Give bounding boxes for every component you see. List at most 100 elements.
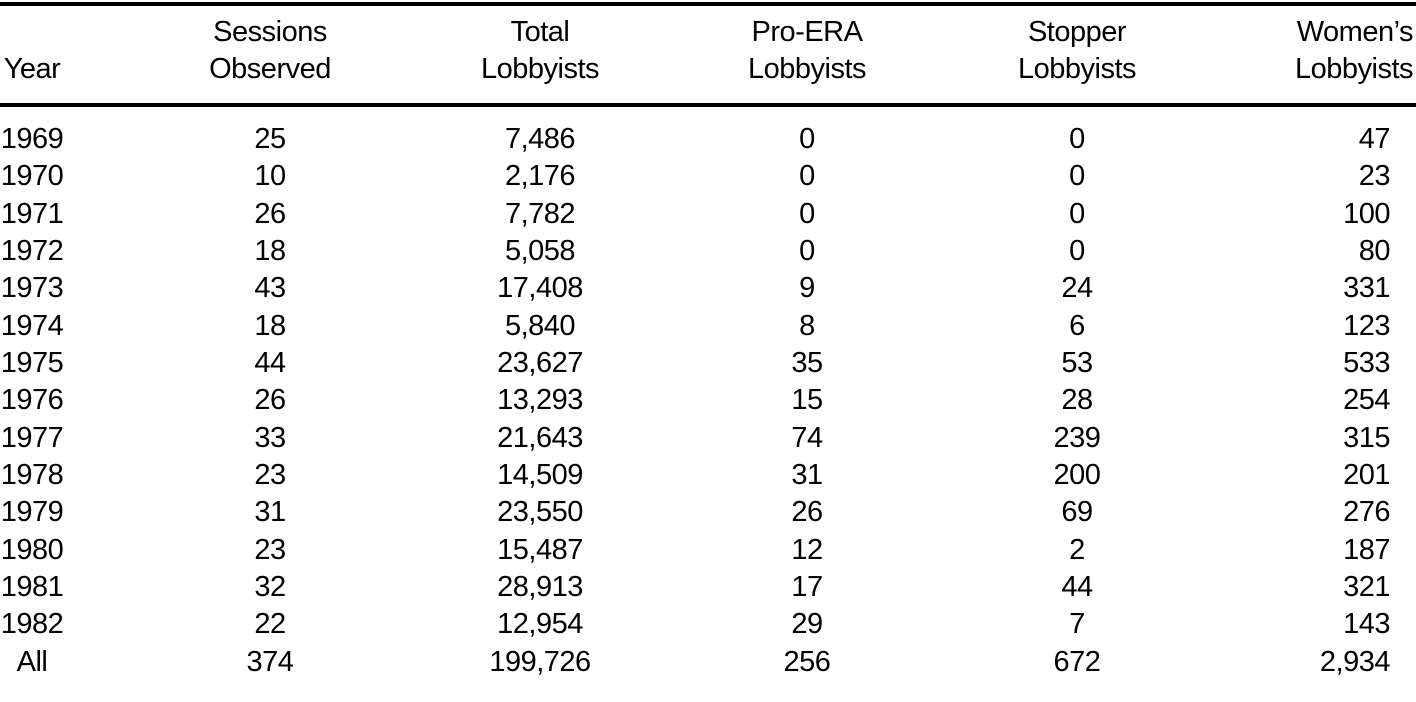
header-line: Total [510, 16, 570, 48]
table-row: 1974 18 5,840 8 6 123 [0, 308, 1416, 345]
table-cell: 31 [254, 496, 286, 529]
table-cell: 0 [799, 123, 815, 155]
table-cell: 100 [1343, 197, 1390, 230]
table-cell: 1975 [0, 346, 64, 379]
table-cell: 1974 [0, 309, 64, 342]
header-line: Pro-ERA [751, 16, 863, 48]
table-cell: 1972 [0, 234, 64, 267]
table-row-total: All 374 199,726 256 672 2,934 [0, 644, 1416, 681]
table-row: 1970 10 2,176 0 0 23 [0, 158, 1416, 195]
table-cell: 1980 [0, 533, 64, 566]
table-cell: 74 [791, 421, 823, 454]
column-header-pro-era-lobbyists: Pro-ERA Lobbyists [604, 6, 1010, 107]
table-cell: 6 [1069, 309, 1085, 342]
table-cell: 2,176 [504, 160, 576, 193]
lobbyists-table: Year Sessions Observed Total Lobbyists P… [0, 6, 1416, 681]
table-cell: 26 [254, 384, 286, 417]
table-cell: 0 [799, 234, 815, 267]
table-cell: 43 [254, 272, 286, 305]
table-cell: 672 [1053, 645, 1101, 678]
header-line: Lobbyists [480, 53, 600, 85]
table-cell: 2 [1069, 533, 1085, 566]
table-row: 1977 33 21,643 74 239 315 [0, 420, 1416, 457]
table-cell: 32 [254, 570, 286, 603]
table-cell: 53 [1061, 346, 1093, 379]
table-cell: 374 [246, 645, 294, 678]
table-cell: 69 [1061, 496, 1093, 529]
table-cell: 1969 [0, 123, 64, 155]
table-cell: 2,934 [1319, 645, 1391, 678]
table-cell: 12 [791, 533, 823, 566]
table-cell: 23 [254, 533, 286, 566]
table-cell: 24 [1061, 272, 1093, 305]
table-cell: 331 [1343, 272, 1390, 305]
table-cell: 200 [1053, 458, 1101, 491]
column-header-year: Year [0, 6, 64, 107]
header-line: Observed [209, 53, 331, 85]
table-cell: 17,408 [497, 272, 583, 305]
table-cell: 23 [254, 458, 286, 491]
table-cell: 7 [1069, 608, 1085, 641]
table-cell: 1979 [0, 496, 64, 529]
table-cell: 315 [1343, 421, 1390, 454]
table-row: 1982 22 12,954 29 7 143 [0, 606, 1416, 643]
table-row: 1972 18 5,058 0 0 80 [0, 233, 1416, 270]
table-cell: 26 [254, 197, 286, 230]
table-row: 1979 31 23,550 26 69 276 [0, 494, 1416, 531]
table-cell: 35 [791, 346, 823, 379]
table-cell: 7,486 [504, 123, 576, 155]
table-row: 1975 44 23,627 35 53 533 [0, 345, 1416, 382]
table-cell: 28 [1061, 384, 1093, 417]
table-cell: 1971 [0, 197, 64, 230]
table-cell: 14,509 [497, 458, 583, 491]
table-cell: 18 [254, 234, 286, 267]
table-cell: 201 [1343, 458, 1390, 491]
table-row: 1978 23 14,509 31 200 201 [0, 457, 1416, 494]
table-cell: 143 [1343, 608, 1390, 641]
table-cell: 10 [254, 160, 286, 193]
table-cell: 12,954 [497, 608, 583, 641]
header-line: Lobbyists [1017, 53, 1137, 85]
table-row: 1969 25 7,486 0 0 47 [0, 105, 1416, 158]
table-cell: 15,487 [497, 533, 583, 566]
table-row: 1981 32 28,913 17 44 321 [0, 569, 1416, 606]
column-header-sessions-observed: Sessions Observed [64, 6, 476, 107]
table-cell: 25 [254, 123, 286, 155]
table-row: 1973 43 17,408 9 24 331 [0, 270, 1416, 307]
header-line: Sessions [213, 16, 327, 48]
header-line: Stopper [1027, 16, 1127, 48]
table-cell: 321 [1343, 570, 1390, 603]
table-cell: 9 [799, 272, 815, 305]
header-row: Year Sessions Observed Total Lobbyists P… [0, 6, 1416, 107]
table-cell: 15 [791, 384, 823, 417]
table-cell: 44 [1061, 570, 1093, 603]
table-cell: 23,550 [497, 496, 583, 529]
table-cell: 8 [799, 309, 815, 342]
table-cell: 33 [254, 421, 286, 454]
table-cell: 199,726 [489, 645, 591, 678]
table-cell: 0 [1069, 160, 1085, 193]
column-header-womens-lobbyists: Women’s Lobbyists [1144, 6, 1416, 107]
table-cell: 44 [254, 346, 286, 379]
table-cell: 26 [791, 496, 823, 529]
table-cell: 28,913 [497, 570, 583, 603]
header-line: Year [3, 53, 61, 85]
table-cell: 5,840 [504, 309, 576, 342]
table-cell: 7,782 [504, 197, 576, 230]
table-cell: 1982 [0, 608, 64, 641]
table-cell: 18 [254, 309, 286, 342]
table-cell: 256 [783, 645, 831, 678]
table-cell: 0 [1069, 234, 1085, 267]
header-line: Lobbyists [747, 53, 867, 85]
table-cell: 0 [799, 160, 815, 193]
table-cell: 1976 [0, 384, 64, 417]
table-cell: 29 [791, 608, 823, 641]
table-cell: 276 [1343, 496, 1390, 529]
table-cell: 0 [1069, 197, 1085, 230]
table-row: 1980 23 15,487 12 2 187 [0, 532, 1416, 569]
table-body: 1969 25 7,486 0 0 47 1970 10 2,176 0 0 23 1971 26 7,78… [0, 105, 1416, 681]
table-cell: 31 [791, 458, 823, 491]
table-cell: 123 [1343, 309, 1390, 342]
table-top-rule [0, 2, 1416, 6]
header-line: Women’s [1296, 16, 1414, 48]
